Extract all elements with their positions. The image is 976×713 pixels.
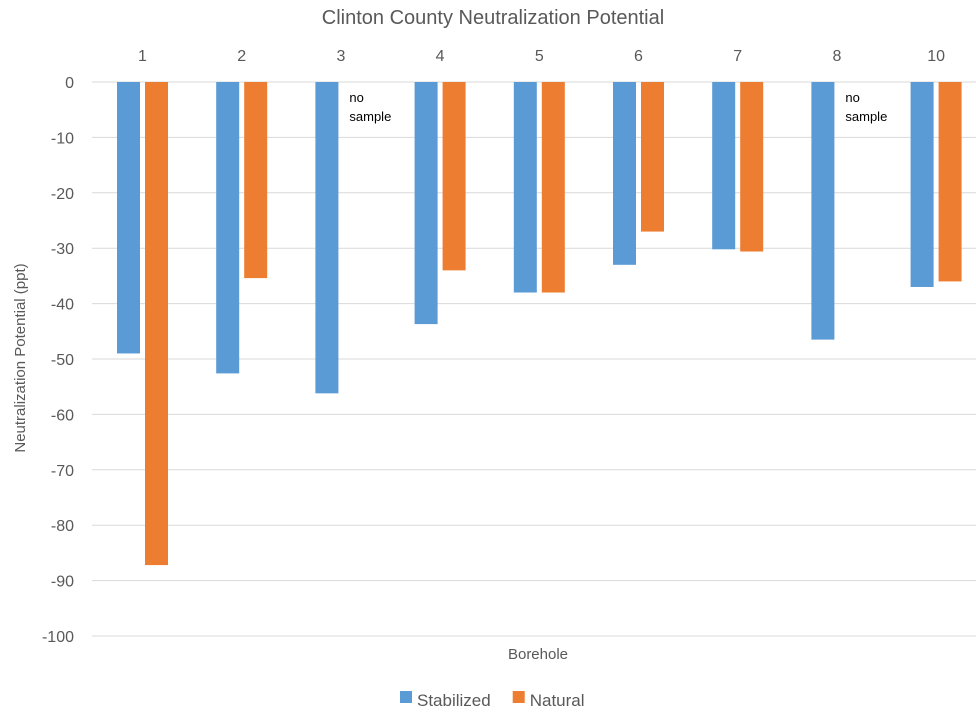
x-tick-label: 7 — [733, 48, 742, 65]
legend-label-natural: Natural — [530, 691, 585, 710]
y-tick-label: -20 — [51, 186, 74, 203]
legend-label-stabilized: Stabilized — [417, 691, 491, 710]
bar-natural-4 — [442, 82, 466, 271]
x-axis-label: Borehole — [508, 646, 568, 663]
annotation-no-sample: no sample — [845, 90, 887, 124]
legend-swatch-stabilized — [400, 691, 412, 703]
annotation-no-sample: no sample — [349, 90, 391, 124]
x-tick-label: 6 — [634, 48, 643, 65]
x-tick-label: 4 — [436, 48, 445, 65]
bar-stabilized-1 — [117, 82, 140, 354]
bar-stabilized-2 — [216, 82, 240, 374]
annotation-line: no — [349, 90, 363, 105]
y-tick-label: -60 — [51, 407, 74, 424]
y-tick-label: -30 — [51, 241, 74, 258]
x-tick-label: 10 — [927, 48, 945, 65]
x-tick-label: 2 — [237, 48, 246, 65]
x-tick-label: 5 — [535, 48, 544, 65]
bar-stabilized-4 — [414, 82, 438, 325]
bar-stabilized-5 — [513, 82, 537, 293]
x-tick-label: 1 — [138, 48, 147, 65]
x-tick-label: 3 — [336, 48, 345, 65]
y-tick-label: -40 — [51, 297, 74, 314]
annotation-line: sample — [845, 109, 887, 124]
bar-natural-5 — [541, 82, 565, 293]
annotation-line: no — [845, 90, 859, 105]
gridlines — [92, 81, 976, 637]
y-axis-label: Neutralization Potential (ppt) — [12, 263, 29, 452]
bar-stabilized-10 — [910, 82, 934, 287]
y-axis-ticks: 0 -10 -20 -30 -40 -50 -60 -70 -80 -90 -100 — [42, 75, 74, 646]
x-tick-label: 8 — [832, 48, 841, 65]
bar-natural-7 — [740, 82, 764, 252]
bar-stabilized-7 — [712, 82, 736, 250]
bars — [117, 82, 962, 566]
bar-natural-6 — [641, 82, 664, 232]
chart-title: Clinton County Neutralization Potential — [322, 7, 664, 29]
bar-stabilized-3 — [315, 82, 339, 394]
y-tick-label: -100 — [42, 629, 74, 646]
y-tick-label: -50 — [51, 352, 74, 369]
legend-swatch-natural — [512, 691, 525, 703]
y-tick-label: -80 — [51, 518, 74, 535]
annotation-line: sample — [349, 109, 391, 124]
bar-stabilized-6 — [613, 82, 636, 265]
y-tick-label: 0 — [65, 75, 74, 92]
y-tick-label: -90 — [51, 574, 74, 591]
x-axis-ticks: 1 2 3 4 5 6 7 8 10 — [138, 48, 945, 65]
bar-natural-2 — [244, 82, 268, 279]
bar-natural-10 — [938, 82, 962, 282]
y-tick-label: -10 — [51, 130, 74, 147]
legend: Stabilized Natural — [400, 691, 585, 710]
annotations: no sample no sample — [349, 90, 887, 124]
bar-natural-1 — [145, 82, 168, 566]
y-tick-label: -70 — [51, 463, 74, 480]
bar-stabilized-8 — [811, 82, 835, 340]
